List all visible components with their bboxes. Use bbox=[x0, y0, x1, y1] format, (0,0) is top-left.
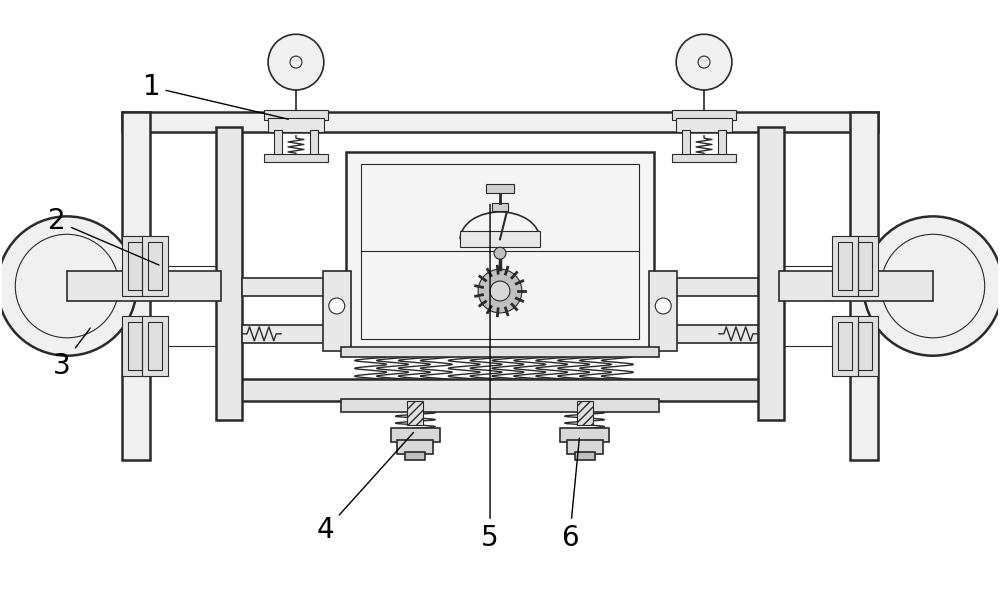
Bar bbox=[838, 322, 852, 369]
Bar bbox=[405, 452, 425, 460]
Bar bbox=[242, 325, 347, 343]
Bar bbox=[852, 236, 878, 296]
Bar bbox=[264, 154, 328, 161]
Circle shape bbox=[698, 56, 710, 68]
Circle shape bbox=[676, 34, 732, 90]
Bar bbox=[832, 316, 858, 376]
Text: 2: 2 bbox=[48, 207, 159, 265]
Bar bbox=[672, 110, 736, 120]
Bar bbox=[148, 322, 162, 369]
Bar bbox=[323, 271, 351, 350]
Bar bbox=[567, 440, 603, 454]
Bar bbox=[852, 316, 878, 376]
Bar bbox=[682, 130, 690, 155]
Text: 1: 1 bbox=[143, 73, 288, 119]
Text: 5: 5 bbox=[481, 204, 499, 552]
Bar bbox=[67, 271, 221, 301]
Bar bbox=[264, 110, 328, 120]
Bar bbox=[397, 440, 433, 454]
Bar bbox=[649, 271, 677, 350]
Bar bbox=[122, 236, 148, 296]
Bar bbox=[779, 271, 933, 301]
Bar bbox=[310, 130, 318, 155]
Circle shape bbox=[494, 247, 506, 259]
Bar bbox=[460, 231, 540, 247]
Circle shape bbox=[490, 281, 510, 301]
Bar bbox=[128, 322, 142, 369]
Bar bbox=[560, 428, 609, 442]
Circle shape bbox=[268, 34, 324, 90]
Bar bbox=[407, 401, 423, 426]
Bar bbox=[492, 203, 508, 212]
Text: 3: 3 bbox=[53, 328, 90, 379]
Circle shape bbox=[290, 56, 302, 68]
Circle shape bbox=[478, 269, 522, 313]
Bar bbox=[341, 398, 659, 413]
Bar bbox=[758, 127, 784, 420]
Bar bbox=[718, 130, 726, 155]
Bar bbox=[361, 164, 639, 339]
Bar bbox=[142, 316, 168, 376]
Bar bbox=[838, 242, 852, 290]
Bar bbox=[241, 379, 759, 401]
Bar bbox=[391, 428, 440, 442]
Bar bbox=[274, 130, 282, 155]
Bar bbox=[577, 401, 593, 426]
Text: 6: 6 bbox=[561, 438, 579, 552]
Circle shape bbox=[0, 216, 137, 356]
Bar bbox=[486, 184, 514, 193]
Circle shape bbox=[329, 298, 345, 314]
Circle shape bbox=[655, 298, 671, 314]
Bar bbox=[858, 242, 872, 290]
Bar bbox=[242, 278, 347, 296]
Bar bbox=[122, 112, 878, 132]
Text: 4: 4 bbox=[317, 433, 414, 544]
Bar bbox=[268, 118, 324, 132]
Bar bbox=[142, 236, 168, 296]
Bar bbox=[216, 127, 242, 420]
Bar bbox=[858, 322, 872, 369]
Bar bbox=[148, 242, 162, 290]
Bar bbox=[658, 325, 758, 343]
Bar bbox=[658, 278, 758, 296]
Bar bbox=[832, 236, 858, 296]
Bar bbox=[850, 112, 878, 460]
Bar bbox=[122, 316, 148, 376]
Bar bbox=[346, 152, 654, 350]
Circle shape bbox=[863, 216, 1000, 356]
Bar bbox=[672, 154, 736, 161]
Bar bbox=[575, 452, 595, 460]
Bar bbox=[341, 347, 659, 357]
Bar bbox=[676, 118, 732, 132]
Bar bbox=[128, 242, 142, 290]
Bar bbox=[122, 112, 150, 460]
